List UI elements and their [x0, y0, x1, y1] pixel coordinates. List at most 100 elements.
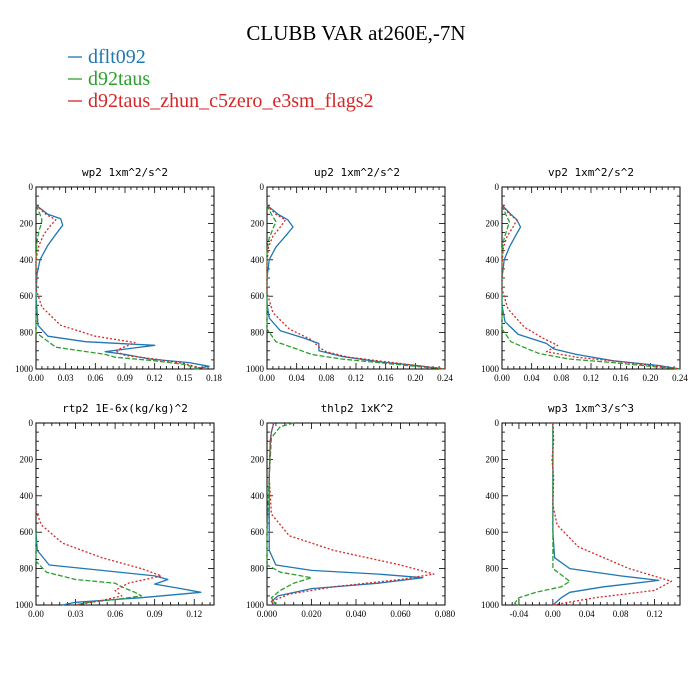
- y-tick-label: 400: [486, 491, 500, 501]
- y-tick-label: 600: [20, 527, 34, 537]
- x-tick-label: 0.04: [289, 373, 305, 383]
- plot-frame: [266, 186, 446, 370]
- y-tick-label: 0: [260, 182, 265, 192]
- x-tick-label: 0.15: [176, 373, 192, 383]
- y-tick-label: 800: [486, 328, 500, 338]
- plot-frame: [35, 422, 215, 606]
- x-tick-label: 0.08: [318, 373, 334, 383]
- x-tick-label: 0.08: [613, 609, 629, 619]
- y-tick-label: 400: [251, 491, 265, 501]
- plot-frame: [501, 422, 681, 606]
- y-tick-label: 1000: [15, 364, 34, 374]
- plot-frame: [35, 186, 215, 370]
- panel-title: rtp2 1E-6x(kg/kg)^2: [62, 402, 188, 415]
- series-line-d92taus-zhun-c5zero-e3sm-flags2: [35, 204, 205, 370]
- series-line-d92taus: [266, 422, 313, 606]
- x-tick-label: 0.080: [435, 609, 456, 619]
- x-tick-label: 0.04: [524, 373, 540, 383]
- x-tick-label: 0.060: [390, 609, 411, 619]
- y-tick-label: 600: [486, 291, 500, 301]
- x-tick-label: 0.00: [545, 609, 561, 619]
- y-tick-label: 600: [20, 291, 34, 301]
- plot-frame: [501, 186, 681, 370]
- series-line-d92taus: [266, 204, 446, 370]
- series-line-d92taus: [501, 204, 681, 370]
- x-tick-label: 0.000: [257, 609, 278, 619]
- series-line-d92taus-zhun-c5zero-e3sm-flags2: [35, 510, 162, 606]
- panel-title: vp2 1xm^2/s^2: [548, 166, 634, 179]
- x-tick-label: 0.16: [613, 373, 629, 383]
- figure-legend: dflt092 d92taus d92taus_zhun_c5zero_e3sm…: [68, 46, 373, 112]
- y-tick-label: 0: [495, 418, 500, 428]
- y-tick-label: 400: [251, 255, 265, 265]
- x-tick-label: 0.24: [437, 373, 453, 383]
- y-tick-label: 800: [20, 328, 34, 338]
- y-tick-label: 200: [20, 218, 34, 228]
- series-line-dflt092: [35, 532, 202, 606]
- x-tick-label: 0.040: [346, 609, 367, 619]
- series-line-d92taus-zhun-c5zero-e3sm-flags2: [501, 204, 681, 370]
- y-tick-label: 600: [251, 527, 265, 537]
- panel-title: wp2 1xm^2/s^2: [82, 166, 168, 179]
- panel-title: thlp2 1xK^2: [321, 402, 394, 415]
- x-tick-label: 0.08: [553, 373, 569, 383]
- y-tick-label: 0: [29, 182, 34, 192]
- y-tick-label: 0: [260, 418, 265, 428]
- y-tick-label: 800: [251, 328, 265, 338]
- y-tick-label: 200: [251, 454, 265, 464]
- x-tick-label: 0.09: [147, 609, 163, 619]
- series-line-dflt092: [552, 423, 660, 606]
- series-line-dflt092: [268, 422, 424, 606]
- series-line-dflt092: [35, 204, 210, 370]
- x-tick-label: 0.04: [579, 609, 595, 619]
- x-tick-label: 0.03: [58, 373, 74, 383]
- x-tick-label: 0.20: [642, 373, 658, 383]
- y-tick-label: 200: [20, 454, 34, 464]
- legend-label-d92taus: d92taus: [88, 68, 150, 90]
- y-tick-label: 400: [20, 255, 34, 265]
- panel-rtp2: rtp2 1E-6x(kg/kg)^2 020040060080010000.0…: [15, 402, 215, 619]
- x-tick-label: 0.12: [348, 373, 364, 383]
- x-tick-label: 0.00: [259, 373, 275, 383]
- x-tick-label: 0.06: [87, 373, 103, 383]
- series-line-d92taus-zhun-c5zero-e3sm-flags2: [268, 422, 435, 606]
- panel-wp3: wp3 1xm^3/s^3 0 200 400 600 800 1000 -0.04 0.00…: [481, 402, 681, 619]
- x-tick-label: 0.16: [378, 373, 394, 383]
- series-line-d92taus: [35, 204, 200, 370]
- x-tick-label: 0.03: [68, 609, 84, 619]
- x-tick-label: 0.020: [301, 609, 322, 619]
- x-tick-label: 0.00: [28, 373, 44, 383]
- series-line-d92taus: [514, 423, 571, 606]
- series-line-dflt092: [501, 204, 681, 370]
- x-tick-label: 0.18: [206, 373, 222, 383]
- y-tick-label: 1000: [481, 600, 500, 610]
- x-tick-label: 0.12: [583, 373, 599, 383]
- y-tick-label: 800: [486, 564, 500, 574]
- legend-label-d92taus-zhun: d92taus_zhun_c5zero_e3sm_flags2: [88, 90, 373, 112]
- y-tick-label: 1000: [481, 364, 500, 374]
- y-tick-label: 200: [486, 454, 500, 464]
- x-tick-label: -0.04: [510, 609, 529, 619]
- y-tick-label: 400: [486, 255, 500, 265]
- x-tick-label: 0.00: [28, 609, 44, 619]
- y-tick-label: 600: [486, 527, 500, 537]
- y-tick-label: 200: [251, 218, 265, 228]
- panel-title: wp3 1xm^3/s^3: [548, 402, 634, 415]
- series-line-d92taus-zhun-c5zero-e3sm-flags2: [266, 204, 446, 370]
- panel-title: up2 1xm^2/s^2: [314, 166, 400, 179]
- y-tick-label: 1000: [15, 600, 34, 610]
- y-tick-label: 1000: [246, 364, 265, 374]
- y-tick-label: 0: [495, 182, 500, 192]
- x-tick-label: 0.09: [117, 373, 133, 383]
- y-tick-label: 1000: [246, 600, 265, 610]
- x-tick-label: 0.12: [186, 609, 202, 619]
- x-tick-label: 0.12: [647, 609, 663, 619]
- y-tick-label: 200: [486, 218, 500, 228]
- x-tick-label: 0.24: [672, 373, 688, 383]
- y-tick-label: 800: [20, 564, 34, 574]
- y-tick-label: 600: [251, 291, 265, 301]
